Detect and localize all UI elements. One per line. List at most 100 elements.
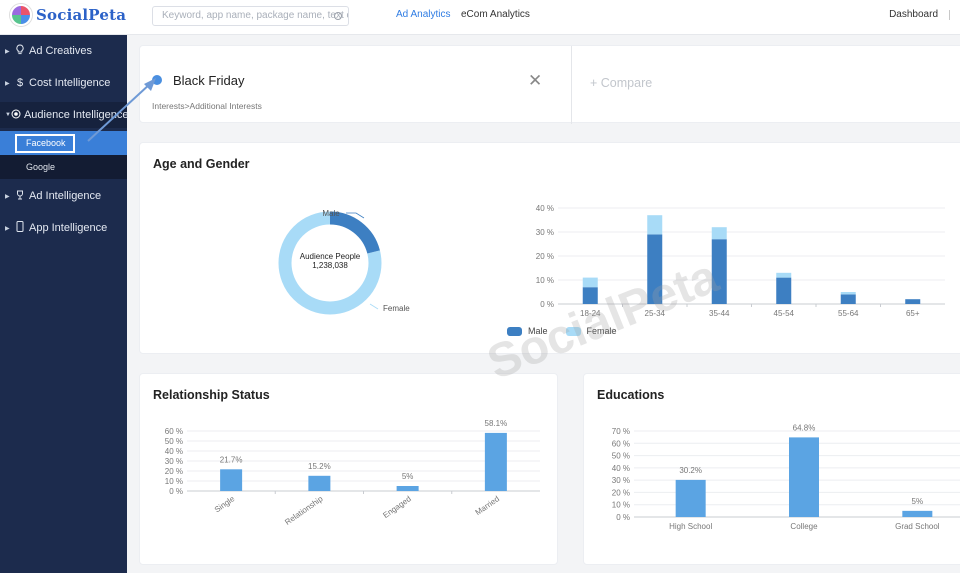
donut-label-male: Male <box>322 209 340 218</box>
sidebar-item-app-intelligence[interactable]: ▶ App Intelligence <box>0 215 127 241</box>
sidebar-subitem-label: Facebook <box>26 138 66 148</box>
sidebar-item-label: Audience Intelligence <box>23 109 129 121</box>
y-tick-label: 30 % <box>536 228 554 237</box>
bar[interactable] <box>484 432 507 491</box>
compare-button[interactable]: + Compare <box>590 76 653 90</box>
bar[interactable] <box>789 437 819 517</box>
trophy-icon <box>14 190 26 203</box>
bar[interactable] <box>902 510 933 517</box>
top-bar: SocialPeta Keyword, app name, package na… <box>0 0 960 35</box>
logo[interactable]: SocialPeta <box>10 4 126 26</box>
card-title: Age and Gender <box>153 157 250 171</box>
y-tick-label: 50 % <box>612 452 630 461</box>
age-gender-card: Age and Gender Male Female Audience Peop… <box>139 142 960 354</box>
donut-slice-male[interactable] <box>278 211 382 315</box>
bar-female[interactable] <box>711 227 727 240</box>
sidebar-item-ad-intelligence[interactable]: ▶ Ad Intelligence <box>0 183 127 209</box>
y-tick-label: 0 % <box>540 300 554 309</box>
target-icon <box>11 109 21 122</box>
x-tick-label: High School <box>669 522 712 531</box>
y-tick-label: 0 % <box>169 487 183 496</box>
x-tick-label: 25-34 <box>645 309 666 318</box>
sidebar-item-ad-creatives[interactable]: ▶ Ad Creatives <box>0 38 127 64</box>
x-tick-label: 45-54 <box>774 309 795 318</box>
legend-swatch-female <box>565 326 581 336</box>
bar[interactable] <box>675 479 706 517</box>
bar-male[interactable] <box>647 234 663 304</box>
gender-donut-chart: Male Female Audience People 1,238,038 <box>278 209 410 315</box>
y-tick-label: 40 % <box>536 204 554 213</box>
x-tick-label: 65+ <box>906 309 920 318</box>
y-tick-label: 20 % <box>612 488 630 497</box>
bar-male[interactable] <box>711 239 727 304</box>
sidebar-subitem-label: Google <box>26 162 56 172</box>
legend-label: Female <box>586 326 617 336</box>
x-tick-label: Single <box>213 494 237 514</box>
y-tick-label: 40 % <box>165 447 183 456</box>
bar-male[interactable] <box>776 277 792 304</box>
age-bar-chart: 0 % 10 % 20 % 30 % 40 % 18-24 25-34 35-44 45-54 5… <box>536 204 945 318</box>
bar-male[interactable] <box>905 299 921 304</box>
legend-swatch-male <box>507 326 522 336</box>
donut-label-female: Female <box>383 304 410 313</box>
nav-ecom-analytics[interactable]: eCom Analytics <box>461 9 530 20</box>
bar-female[interactable] <box>582 277 598 288</box>
bar-female[interactable] <box>647 215 663 235</box>
search-term: Black Friday <box>173 73 245 88</box>
caret-right-icon: ▶ <box>5 225 10 232</box>
sidebar-item-cost-intelligence[interactable]: ▶ $ Cost Intelligence <box>0 70 127 96</box>
sidebar-item-audience-intelligence[interactable]: ▼ Audience Intelligence <box>0 102 129 128</box>
search-placeholder: Keyword, app name, package name, text c <box>162 10 349 21</box>
educations-card: Educations 0 % 10 % 20 % 30 % 40 % 50 % 60 % 70… <box>583 373 960 565</box>
bar-male[interactable] <box>840 294 856 304</box>
card-divider <box>571 46 572 124</box>
y-tick-label: 30 % <box>165 457 183 466</box>
close-icon[interactable]: ✕ <box>528 71 543 90</box>
term-marker-dot <box>152 75 162 85</box>
y-tick-label: 20 % <box>536 252 554 261</box>
donut-leader-male <box>346 212 365 219</box>
data-label: 58.1% <box>485 419 508 428</box>
logo-text: SocialPeta <box>36 6 127 24</box>
x-tick-label: Married <box>474 494 501 517</box>
sidebar-item-label: App Intelligence <box>29 222 108 234</box>
sidebar: ▶ Ad Creatives ▶ $ Cost Intelligence ▼ A… <box>0 35 129 573</box>
bar-male[interactable] <box>582 287 598 304</box>
y-tick-label: 0 % <box>616 513 630 522</box>
caret-right-icon: ▶ <box>5 80 10 87</box>
y-tick-label: 60 % <box>165 427 183 436</box>
bar[interactable] <box>396 486 419 491</box>
logo-icon <box>10 4 32 26</box>
data-label: 15.2% <box>308 462 331 471</box>
search-term-card: Black Friday Interests>Additional Intere… <box>139 45 960 124</box>
bar[interactable] <box>308 475 331 491</box>
search-icon[interactable] <box>334 12 342 20</box>
data-label: 21.7% <box>220 455 243 464</box>
donut-center-value: 1,238,038 <box>312 261 348 270</box>
nav-ad-analytics[interactable]: Ad Analytics <box>396 9 451 20</box>
y-tick-label: 30 % <box>612 476 630 485</box>
bar-female[interactable] <box>840 292 856 295</box>
data-label: 30.2% <box>679 466 702 475</box>
bar[interactable] <box>220 469 243 491</box>
search-input[interactable]: Keyword, app name, package name, text c <box>152 6 349 26</box>
x-tick-label: College <box>790 522 818 531</box>
phone-icon <box>14 221 26 235</box>
bar-female[interactable] <box>776 272 792 278</box>
y-tick-label: 10 % <box>165 477 183 486</box>
x-tick-label: Engaged <box>381 494 412 520</box>
x-tick-label: Relationship <box>283 494 325 527</box>
dollar-icon: $ <box>16 77 24 89</box>
card-title: Relationship Status <box>153 388 270 402</box>
legend-label: Male <box>528 326 548 336</box>
y-tick-label: 10 % <box>612 501 630 510</box>
x-tick-label: 18-24 <box>580 309 601 318</box>
age-gender-legend: Male Female <box>507 326 617 336</box>
sidebar-subitem-google[interactable]: Google <box>0 155 127 179</box>
educations-bar-chart: 0 % 10 % 20 % 30 % 40 % 50 % 60 % 70 % 30.2% High… <box>612 423 960 531</box>
highlight-box <box>15 134 75 153</box>
nav-dashboard[interactable]: Dashboard <box>889 9 938 20</box>
sidebar-item-label: Ad Creatives <box>29 45 92 57</box>
legend-item-male[interactable]: Male <box>507 326 548 336</box>
legend-item-female[interactable]: Female <box>565 326 617 336</box>
